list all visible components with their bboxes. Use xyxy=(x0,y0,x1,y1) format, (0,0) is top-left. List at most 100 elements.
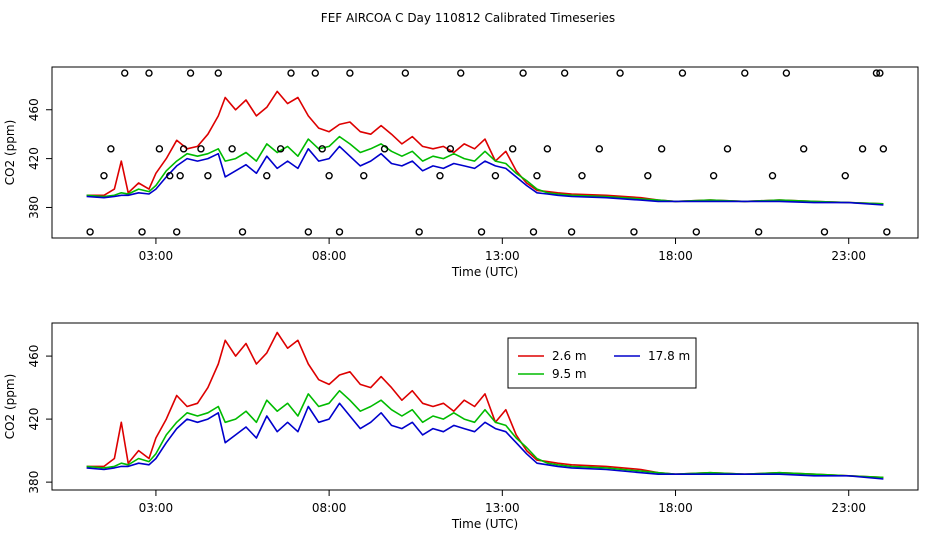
x-tick-label: 03:00 xyxy=(139,501,174,515)
x-axis-label: Time (UTC) xyxy=(451,265,518,279)
legend-label: 2.6 m xyxy=(552,349,587,363)
series-line-9-5-m xyxy=(86,389,884,479)
data-point xyxy=(86,228,94,236)
x-tick-label: 08:00 xyxy=(312,501,347,515)
data-point xyxy=(630,228,638,236)
data-point xyxy=(311,69,319,77)
x-tick-label: 03:00 xyxy=(139,249,174,263)
data-point xyxy=(616,69,624,77)
data-point xyxy=(657,145,666,153)
data-point xyxy=(197,145,205,153)
data-point xyxy=(214,69,222,77)
data-point xyxy=(567,228,576,236)
data-point xyxy=(436,172,444,180)
legend-box xyxy=(507,337,697,389)
data-point xyxy=(107,145,115,153)
data-point xyxy=(415,228,423,236)
data-point xyxy=(335,228,344,236)
data-point xyxy=(768,172,777,180)
x-tick-label: 13:00 xyxy=(485,249,520,263)
data-point xyxy=(578,172,586,180)
series-line-17-8-m xyxy=(86,145,884,206)
data-point xyxy=(678,69,687,77)
data-point xyxy=(179,145,188,153)
data-point xyxy=(820,228,829,236)
panel-top: 03:00 08:00 13:00 18:00 23:00 380 420 460 Time (… xyxy=(3,66,919,279)
page-title: FEF AIRCOA C Day 110812 Calibrated Times… xyxy=(321,11,615,25)
data-point xyxy=(401,69,410,77)
data-point xyxy=(876,69,884,77)
data-point xyxy=(121,69,129,77)
data-point xyxy=(173,228,181,236)
x-axis-label: Time (UTC) xyxy=(451,517,518,531)
y-tick-label: 380 xyxy=(27,196,41,219)
data-point xyxy=(799,145,808,153)
data-point xyxy=(228,145,236,153)
legend-label: 17.8 m xyxy=(648,349,690,363)
data-point xyxy=(509,145,517,153)
x-tick-label: 23:00 xyxy=(831,249,866,263)
data-point xyxy=(519,69,527,77)
data-point xyxy=(325,172,333,180)
data-point xyxy=(204,172,212,180)
data-point xyxy=(318,145,326,153)
data-point xyxy=(883,228,891,236)
data-point xyxy=(595,145,604,153)
data-point xyxy=(709,172,718,180)
data-point xyxy=(560,69,569,77)
data-point xyxy=(457,69,465,77)
data-point xyxy=(155,145,164,153)
data-point xyxy=(176,172,184,180)
y-axis-label: CO2 (ppm) xyxy=(3,374,17,440)
data-point xyxy=(100,172,108,180)
data-point xyxy=(529,228,538,236)
x-tick-label: 18:00 xyxy=(658,249,693,263)
data-point xyxy=(380,145,389,153)
data-point xyxy=(287,69,295,77)
y-tick-label: 420 xyxy=(27,408,41,431)
data-point xyxy=(491,172,500,180)
data-point xyxy=(166,172,174,180)
y-tick-label: 460 xyxy=(27,98,41,121)
data-point xyxy=(543,145,552,153)
data-point xyxy=(360,172,368,180)
x-tick-label: 18:00 xyxy=(658,501,693,515)
x-tick-label: 13:00 xyxy=(485,501,520,515)
data-point xyxy=(186,69,195,77)
y-tick-label: 380 xyxy=(27,471,41,494)
plot-frame xyxy=(51,322,919,491)
y-tick-label: 460 xyxy=(27,345,41,368)
plot-frame xyxy=(51,66,919,239)
data-point xyxy=(145,69,153,77)
x-tick-label: 08:00 xyxy=(312,249,347,263)
legend-label: 9.5 m xyxy=(552,367,587,381)
data-point xyxy=(446,145,455,153)
data-point xyxy=(723,145,732,153)
y-axis-label: CO2 (ppm) xyxy=(3,120,17,186)
data-point xyxy=(858,145,867,153)
data-point xyxy=(782,69,791,77)
data-point xyxy=(304,228,313,236)
data-point xyxy=(872,69,881,77)
panel-bottom: 03:00 08:00 13:00 18:00 23:00 380 420 460 Time (… xyxy=(3,322,919,531)
data-point xyxy=(533,172,541,180)
data-point xyxy=(692,228,701,236)
series-line-2-6-m xyxy=(86,331,884,479)
data-point xyxy=(263,172,271,180)
data-point xyxy=(741,69,749,77)
data-point xyxy=(841,172,849,180)
data-point xyxy=(644,172,652,180)
data-point xyxy=(138,228,146,236)
data-point xyxy=(477,228,486,236)
data-point xyxy=(346,69,354,77)
series-line-9-5-m xyxy=(86,135,884,205)
data-point xyxy=(879,145,888,153)
y-tick-label: 420 xyxy=(27,147,41,170)
series-line-17-8-m xyxy=(86,402,884,480)
data-point xyxy=(276,145,285,153)
series-line-2-6-m xyxy=(86,90,884,205)
x-tick-label: 23:00 xyxy=(831,501,866,515)
data-point xyxy=(754,228,763,236)
data-point xyxy=(238,228,247,236)
